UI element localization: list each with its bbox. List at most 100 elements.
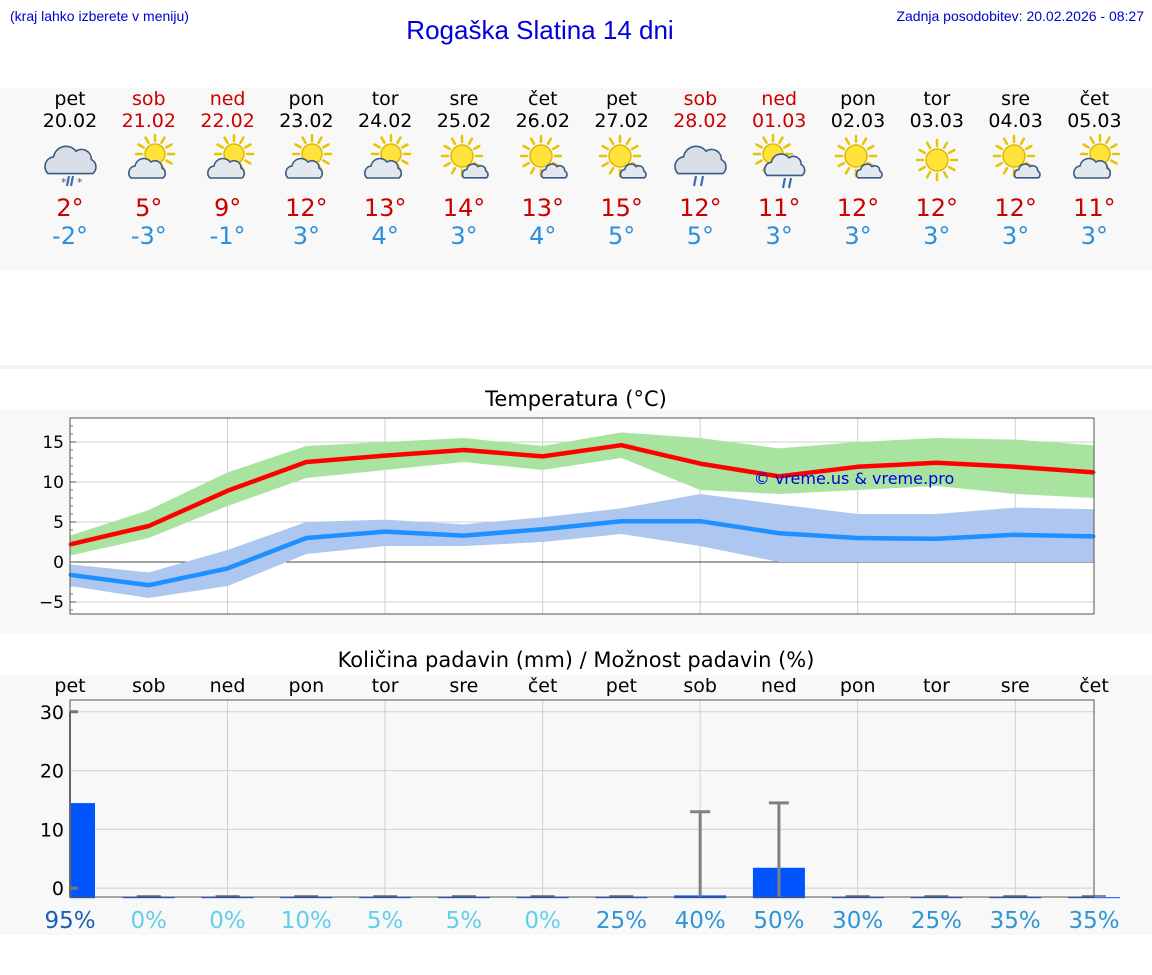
day-date: 01.03 (751, 110, 807, 132)
day-name: pon (288, 88, 325, 110)
y-tick-label: 30 (40, 702, 64, 724)
day-column: pet 27.02 15° 5° (582, 88, 662, 250)
temp-min: 3° (844, 222, 872, 250)
day-column: ned 22.02 9° -1° (188, 88, 268, 250)
location-hint: (kraj lahko izberete v meniju) (10, 8, 189, 24)
raindrop (788, 177, 793, 189)
day-column: sob 28.02 12° 5° (660, 88, 740, 250)
day-column: pon 02.03 12° 3° (818, 88, 898, 250)
sun-rays (915, 138, 959, 182)
temp-min: 5° (607, 222, 636, 250)
temp-max: 5° (135, 194, 163, 222)
temp-min: -3° (130, 222, 167, 250)
day-date: 03.03 (909, 110, 964, 132)
temperature-chart-title: Temperatura (°C) (485, 387, 667, 411)
precipitation-chart: pet sob ned pon tor sre čet pet sob ned pon tor sre č… (40, 675, 1120, 934)
temp-max: 13° (363, 194, 407, 222)
x-tick-label: čet (1079, 675, 1109, 697)
sun-icon (915, 138, 959, 182)
precip-bar (122, 897, 175, 899)
precip-bar (280, 897, 333, 899)
day-name: pet (54, 88, 86, 110)
max-temp-point (147, 524, 151, 528)
precip-bar (437, 897, 490, 899)
x-tick-label: čet (528, 675, 558, 697)
temp-min: 3° (450, 222, 478, 250)
x-tick-label: tor (372, 675, 399, 697)
day-name: pet (605, 88, 638, 110)
precip-bar (910, 897, 963, 899)
day-name: ned (761, 88, 798, 110)
cloud-shape (855, 163, 883, 179)
y-tick-label: 0 (52, 878, 64, 900)
day-column: pon 23.02 12° 3° (266, 88, 346, 250)
x-tick-label: pon (288, 675, 324, 697)
day-column: čet 26.02 13° 4° (503, 88, 583, 250)
temp-max: 2° (56, 194, 84, 222)
min-temp-point (856, 536, 860, 540)
precip-probability: 40% (675, 908, 726, 934)
sun-small-cloud-icon (440, 134, 489, 179)
day-column: sre 25.02 14° 3° (424, 88, 504, 250)
sun-cloud-icon (364, 134, 412, 179)
temp-min: -2° (52, 222, 88, 250)
precip-probability: 30% (832, 908, 883, 934)
raindrop (69, 175, 75, 187)
precip-bar (201, 897, 254, 899)
sun-small-cloud-icon (598, 134, 647, 179)
max-temp-line (69, 442, 1095, 547)
cloud-shape (461, 163, 489, 179)
sun-cloud-icon (364, 134, 412, 179)
min-temp-point (147, 583, 151, 587)
y-tick-label: 5 (53, 513, 64, 533)
sun-rain-cloud-icon (752, 134, 806, 189)
last-update: Zadnja posodobitev: 20.02.2026 - 08:27 (896, 8, 1144, 24)
sun-small-cloud-icon (992, 134, 1041, 179)
sun-small-cloud-icon (834, 134, 883, 179)
day-date: 04.03 (988, 110, 1043, 132)
max-temp-point (698, 462, 702, 466)
temp-min: 3° (1001, 222, 1030, 250)
precip-bar (831, 897, 884, 899)
precip-bar (1068, 897, 1120, 899)
cloud-shape (127, 157, 166, 179)
precipitation-chart-title: Količina padavin (mm) / Možnost padavin … (337, 648, 815, 672)
sun-small-cloud-icon (992, 134, 1041, 179)
rain-cloud-icon (674, 145, 728, 187)
min-temp-point (462, 534, 466, 538)
temp-min: 3° (765, 222, 793, 250)
day-date: 22.02 (200, 110, 255, 132)
day-column: čet 05.03 11° 3° (1054, 88, 1134, 250)
min-temp-point (541, 527, 545, 531)
cloud-shape (764, 153, 806, 177)
precip-probability: 25% (596, 908, 647, 934)
snowflake: * (77, 176, 83, 189)
sun-disc (529, 144, 553, 168)
x-tick-label: sob (683, 675, 717, 697)
sun-disc (1001, 144, 1026, 168)
x-tick-label: pon (840, 675, 876, 697)
cloud-shape (540, 163, 568, 179)
sun-icon (915, 138, 959, 182)
max-temp-point (383, 454, 387, 458)
temp-max: 12° (915, 194, 959, 222)
precip-probability: 5% (446, 908, 483, 934)
temp-max: 15° (600, 194, 643, 222)
precip-probability: 35% (1068, 908, 1119, 934)
max-temp-point (304, 460, 308, 464)
y-tick-label: 20 (40, 761, 64, 783)
day-date: 20.02 (42, 110, 98, 132)
min-temp-point (1013, 533, 1017, 537)
sun-cloud-icon (1073, 134, 1121, 179)
cloud-shape (44, 145, 97, 175)
max-temp-point (226, 489, 230, 493)
temp-min: -1° (209, 222, 246, 250)
precip-probability: 35% (990, 908, 1041, 934)
sun-cloud-icon (127, 134, 176, 179)
x-tick-label: tor (923, 675, 950, 697)
sun-rain-cloud-icon (752, 134, 806, 189)
day-date: 05.03 (1067, 110, 1122, 132)
snow-rain-cloud-icon: * * (44, 145, 97, 189)
x-tick-label: pet (54, 675, 85, 697)
min-temp-line (69, 518, 1095, 588)
